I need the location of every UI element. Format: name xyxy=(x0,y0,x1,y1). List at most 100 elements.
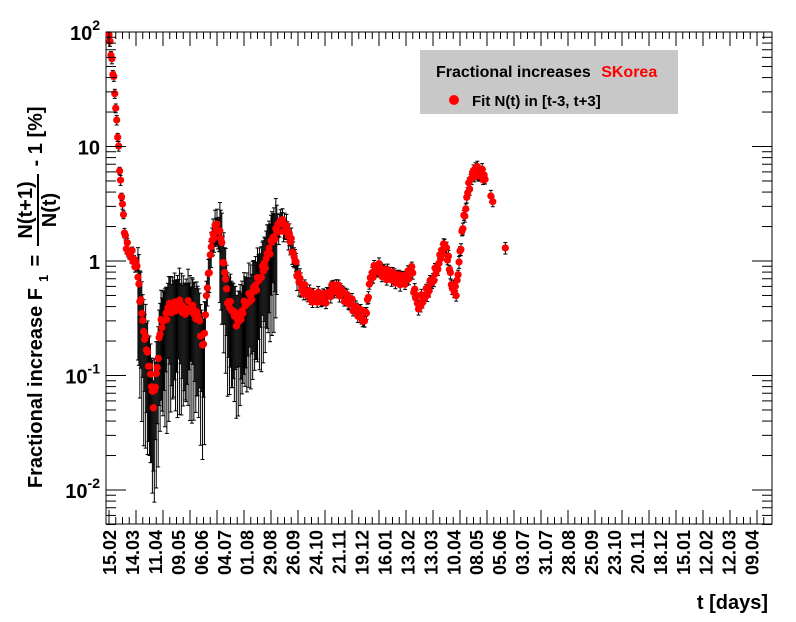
data-point xyxy=(213,220,221,228)
y-axis-title-subscript: 1 xyxy=(36,275,51,282)
data-point xyxy=(152,370,160,378)
data-point xyxy=(108,55,116,63)
data-point xyxy=(453,276,461,284)
data-point xyxy=(199,340,208,348)
data-point xyxy=(158,324,166,332)
data-point xyxy=(135,280,143,288)
data-point xyxy=(434,265,442,273)
x-tick-label: 12.03 xyxy=(720,530,740,575)
data-point xyxy=(113,116,121,124)
data-point xyxy=(196,317,204,325)
data-point xyxy=(365,280,373,288)
data-point xyxy=(119,210,128,219)
data-point xyxy=(146,370,155,378)
data-point xyxy=(111,90,119,98)
x-tick-label: 28.08 xyxy=(559,530,579,575)
x-tick-label: 29.08 xyxy=(261,530,281,575)
data-point xyxy=(261,264,269,272)
x-tick-label: 20.11 xyxy=(628,530,648,574)
data-point xyxy=(154,354,162,362)
data-point xyxy=(430,276,438,285)
data-point xyxy=(481,175,489,183)
data-point xyxy=(163,316,171,324)
x-tick-label: 16.01 xyxy=(375,530,395,575)
data-point xyxy=(501,244,509,252)
data-point xyxy=(257,273,265,281)
data-point xyxy=(110,72,118,81)
data-point xyxy=(106,37,114,45)
x-tick-label: 23.10 xyxy=(605,530,625,575)
data-point xyxy=(466,185,474,193)
data-point xyxy=(455,258,463,266)
data-point xyxy=(287,234,295,242)
data-points xyxy=(105,31,509,412)
data-point xyxy=(201,311,210,319)
data-point xyxy=(411,285,419,293)
data-point xyxy=(439,250,447,258)
legend-title-country: SKorea xyxy=(601,64,657,81)
data-point xyxy=(322,299,330,307)
data-point xyxy=(360,317,369,325)
data-point xyxy=(117,193,126,201)
data-point xyxy=(143,348,152,356)
data-point xyxy=(459,225,467,233)
data-point xyxy=(203,284,211,292)
legend-title-main: Fractional increases xyxy=(436,64,591,81)
x-tick-label: 15.01 xyxy=(674,530,694,575)
data-point xyxy=(461,212,469,220)
data-point xyxy=(121,231,129,240)
x-tick-label: 03.07 xyxy=(513,530,533,575)
data-point xyxy=(145,362,154,370)
data-point xyxy=(343,290,351,299)
y-tick-label: 10 xyxy=(78,138,100,160)
data-point xyxy=(116,176,125,184)
plot-frame xyxy=(105,31,773,525)
data-point xyxy=(462,205,470,213)
data-point xyxy=(133,262,141,270)
y-axis-title-prefix: Fractional increase F xyxy=(25,288,47,488)
data-point xyxy=(348,295,356,303)
data-point xyxy=(210,234,218,242)
data-point xyxy=(369,273,377,281)
x-tick-label: 24.10 xyxy=(307,530,327,575)
data-point xyxy=(301,281,309,289)
x-tick-label: 26.09 xyxy=(284,530,304,575)
x-tick-label: 25.09 xyxy=(582,530,602,575)
data-point xyxy=(207,243,215,251)
data-point xyxy=(409,269,417,277)
y-tick-label: 10-1 xyxy=(65,361,100,389)
data-point xyxy=(265,244,273,252)
x-tick-label: 05.06 xyxy=(490,530,510,575)
data-point xyxy=(266,250,274,258)
data-point xyxy=(112,104,120,112)
data-point xyxy=(408,262,416,271)
x-axis-title: t [days] xyxy=(697,592,768,614)
x-tick-label: 09.04 xyxy=(743,530,763,575)
data-point xyxy=(137,296,145,304)
data-point xyxy=(138,309,146,317)
data-point xyxy=(220,259,228,267)
data-point xyxy=(282,221,291,229)
data-point xyxy=(226,297,235,306)
data-point xyxy=(116,167,124,175)
data-point xyxy=(252,286,261,294)
data-point xyxy=(405,275,413,283)
data-point xyxy=(123,239,131,247)
data-point xyxy=(452,292,460,300)
y-axis-title-numerator: N(t+1) xyxy=(15,181,37,238)
data-point xyxy=(149,404,157,412)
x-tick-label: 09.05 xyxy=(169,530,189,575)
data-point xyxy=(142,332,150,340)
x-tick-label: 14.03 xyxy=(123,530,143,575)
x-tick-label: 12.02 xyxy=(697,530,717,575)
y-axis-title-suffix: - 1 [%] xyxy=(25,106,47,172)
y-axis-title-equals: = xyxy=(25,249,47,272)
data-point xyxy=(487,192,495,200)
legend-entry: Fit N(t) in [t-3, t+3] xyxy=(472,93,601,110)
data-point xyxy=(451,282,459,291)
x-tick-label: 13.02 xyxy=(398,530,418,575)
data-point xyxy=(362,309,371,317)
data-point xyxy=(118,200,127,208)
data-point xyxy=(444,252,453,260)
x-axis-ticks: 15.02 14.03 11.04 09.05 06.06 04.07 01.08 29.08… xyxy=(100,32,765,575)
